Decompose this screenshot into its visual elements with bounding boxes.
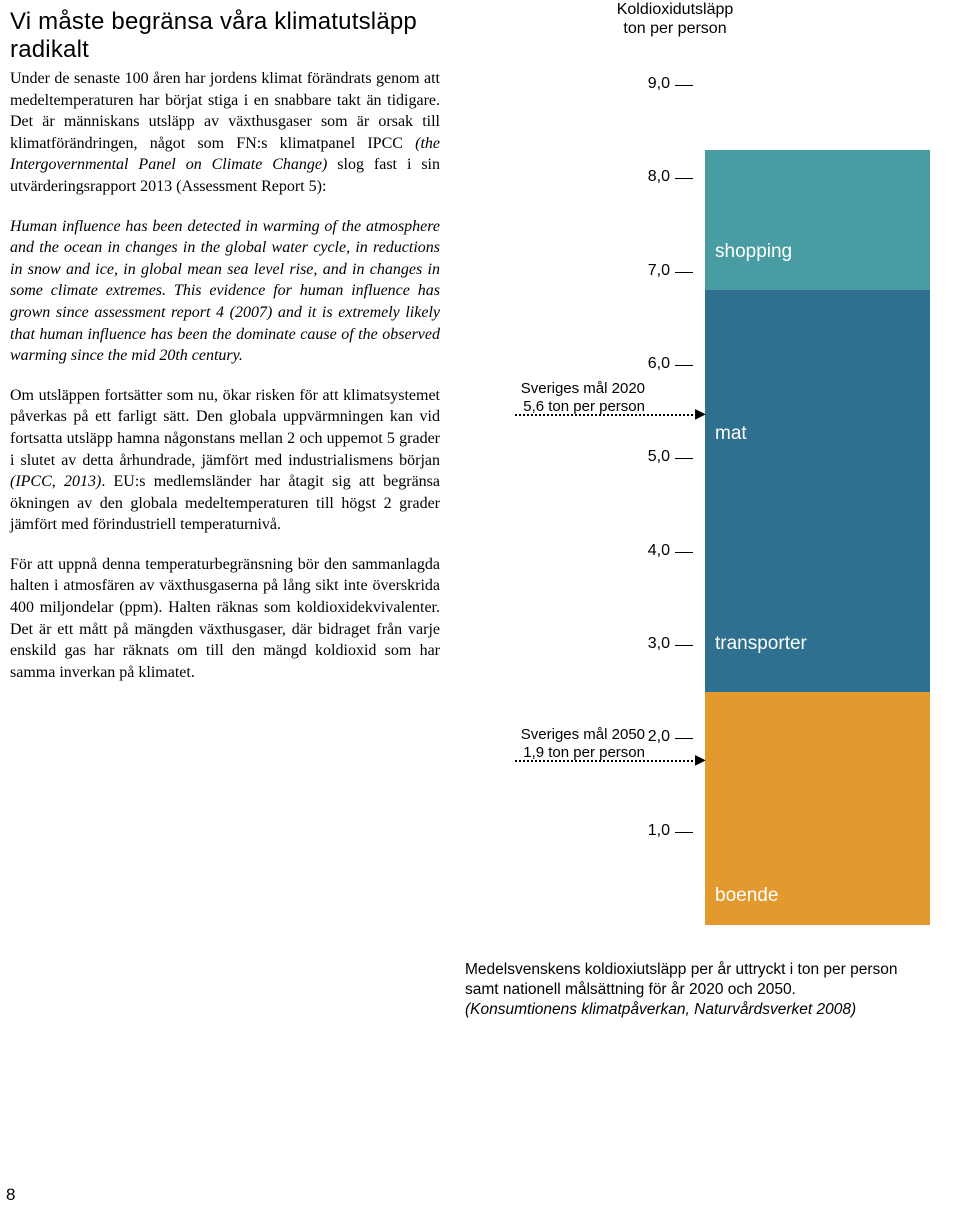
caption-l3: (Konsumtionens klimatpåverkan, Naturvård… [465,1001,856,1018]
goal-line2: 5,6 ton per person [523,398,645,415]
paragraph-intro: Under de senaste 100 åren har jordens kl… [10,68,440,198]
y-tick-mark [675,738,693,739]
y-tick-label: 7,0 [455,262,670,280]
y-tick-mark [675,645,693,646]
goal-arrow-head-icon: ▶ [695,751,706,768]
bar-segment-transporter [705,468,930,692]
y-tick-label: 6,0 [455,355,670,373]
chart-caption: Medelsvenskens koldioxiutsläpp per år ut… [465,960,960,1020]
goal-line1: Sveriges mål 2020 [521,380,645,397]
article-title: Vi måste begränsa våra klimatutsläpp rad… [10,8,440,64]
goal-line2: 1,9 ton per person [523,744,645,761]
y-tick-mark [675,272,693,273]
y-tick-mark [675,832,693,833]
y-tick-label: 8,0 [455,168,670,186]
goal-label: Sveriges mål 20501,9 ton per person [455,726,645,762]
bar-segment-label: transporter [715,633,807,655]
stacked-bar: shopping mat transporter boende [705,0,930,925]
emissions-chart: Koldioxidutsläpp ton per person 9,08,07,… [455,0,960,1060]
caption-l2: samt nationell målsättning för år 2020 o… [465,981,796,998]
article-text-column: Vi måste begränsa våra klimatutsläpp rad… [10,8,440,701]
goal-label: Sveriges mål 20205,6 ton per person [455,380,645,416]
goal-arrow-line [515,414,697,416]
paragraph-3: Om utsläppen fortsätter som nu, ökar ris… [10,385,440,536]
y-tick-label: 5,0 [455,448,670,466]
bar-segment-label: shopping [715,241,792,263]
y-tick-label: 9,0 [455,75,670,93]
goal-arrow-head-icon: ▶ [695,405,706,422]
bar-segment-label: mat [715,423,747,445]
y-tick-mark [675,178,693,179]
y-tick-mark [675,365,693,366]
y-tick-label: 4,0 [455,542,670,560]
y-tick-label: 1,0 [455,822,670,840]
goal-line1: Sveriges mål 2050 [521,726,645,743]
y-tick-label: 3,0 [455,635,670,653]
p2a-text: Det är människans utsläpp av växthusgase… [10,113,440,152]
p3a-text: Om utsläppen fortsätter som nu, ökar ris… [10,387,440,469]
caption-l1: Medelsvenskens koldioxiutsläpp per år ut… [465,961,898,978]
p3-italic: (IPCC, 2013) [10,473,101,490]
bar-segment-shopping [705,150,930,290]
paragraph-4: För att uppnå denna temperaturbegränsnin… [10,554,440,684]
bar-segment-label: boende [715,885,778,907]
page-number: 8 [6,1185,15,1205]
ipcc-quote: Human influence has been detected in war… [10,216,440,367]
y-tick-mark [675,552,693,553]
goal-arrow-line [515,760,697,762]
p1-text: Under de senaste 100 åren har jordens kl… [10,70,440,109]
y-tick-mark [675,458,693,459]
y-tick-mark [675,85,693,86]
